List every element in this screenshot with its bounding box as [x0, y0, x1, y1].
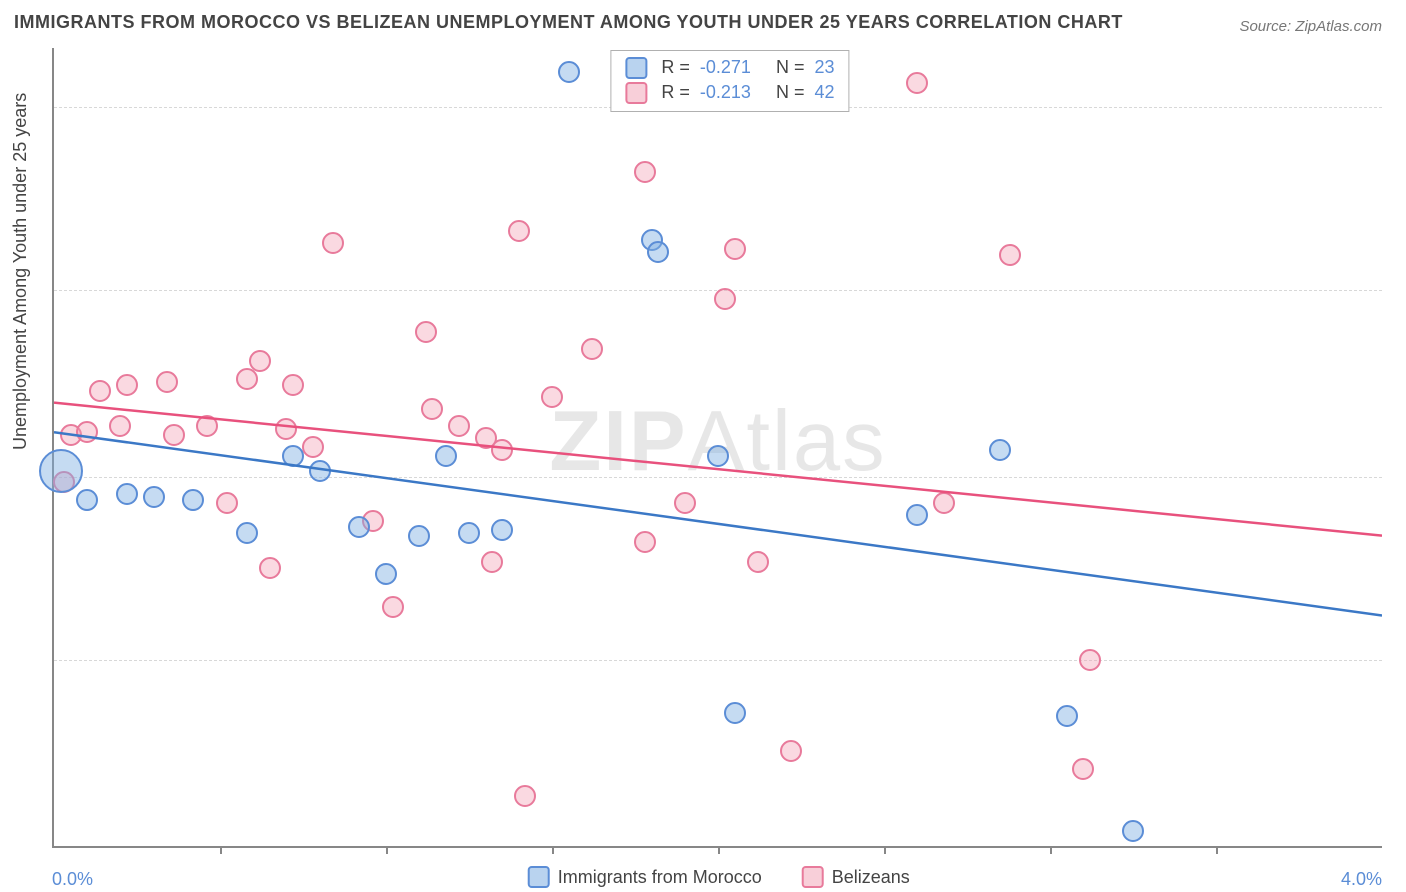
- scatter-point: [1122, 820, 1144, 842]
- trend-line: [54, 403, 1382, 536]
- r-label: R =: [661, 55, 690, 80]
- scatter-point: [906, 504, 928, 526]
- legend-item: Immigrants from Morocco: [528, 866, 762, 888]
- scatter-point: [1056, 705, 1078, 727]
- gridline: [54, 477, 1382, 478]
- scatter-point: [143, 486, 165, 508]
- scatter-point: [647, 241, 669, 263]
- x-tick: [884, 846, 886, 854]
- scatter-point: [724, 702, 746, 724]
- n-label: N =: [776, 80, 805, 105]
- scatter-point: [933, 492, 955, 514]
- r-label: R =: [661, 80, 690, 105]
- swatch-blue-icon: [625, 57, 647, 79]
- scatter-point: [275, 418, 297, 440]
- watermark-bold: ZIP: [549, 394, 687, 489]
- scatter-point: [1072, 758, 1094, 780]
- scatter-point: [76, 421, 98, 443]
- legend-label: Immigrants from Morocco: [558, 867, 762, 888]
- scatter-point: [581, 338, 603, 360]
- scatter-point: [196, 415, 218, 437]
- scatter-point: [236, 522, 258, 544]
- chart-container: IMMIGRANTS FROM MOROCCO VS BELIZEAN UNEM…: [0, 0, 1406, 892]
- scatter-point: [674, 492, 696, 514]
- scatter-point: [707, 445, 729, 467]
- scatter-point: [249, 350, 271, 372]
- gridline: [54, 660, 1382, 661]
- swatch-pink-icon: [802, 866, 824, 888]
- x-axis-max-label: 4.0%: [1341, 869, 1382, 890]
- r-value: -0.213: [700, 80, 751, 105]
- n-value: 42: [814, 80, 834, 105]
- watermark-light: Atlas: [688, 394, 887, 489]
- scatter-point: [415, 321, 437, 343]
- scatter-point: [558, 61, 580, 83]
- scatter-point: [408, 525, 430, 547]
- legend-stats-row: R = -0.271 N = 23: [625, 55, 834, 80]
- scatter-point: [89, 380, 111, 402]
- legend-stats-row: R = -0.213 N = 42: [625, 80, 834, 105]
- scatter-point: [39, 449, 83, 493]
- scatter-point: [76, 489, 98, 511]
- swatch-blue-icon: [528, 866, 550, 888]
- scatter-point: [1079, 649, 1101, 671]
- scatter-point: [375, 563, 397, 585]
- scatter-point: [780, 740, 802, 762]
- n-value: 23: [814, 55, 834, 80]
- scatter-point: [348, 516, 370, 538]
- source-label: Source: ZipAtlas.com: [1239, 18, 1382, 35]
- scatter-point: [634, 531, 656, 553]
- scatter-point: [541, 386, 563, 408]
- scatter-point: [634, 161, 656, 183]
- x-tick: [386, 846, 388, 854]
- x-tick: [718, 846, 720, 854]
- scatter-point: [116, 483, 138, 505]
- bottom-legend: Immigrants from Morocco Belizeans: [522, 864, 916, 890]
- scatter-point: [508, 220, 530, 242]
- r-value: -0.271: [700, 55, 751, 80]
- scatter-point: [906, 72, 928, 94]
- x-tick: [1050, 846, 1052, 854]
- swatch-pink-icon: [625, 82, 647, 104]
- scatter-point: [448, 415, 470, 437]
- legend-item: Belizeans: [802, 866, 910, 888]
- scatter-point: [309, 460, 331, 482]
- scatter-point: [491, 519, 513, 541]
- scatter-point: [259, 557, 281, 579]
- scatter-point: [163, 424, 185, 446]
- scatter-point: [156, 371, 178, 393]
- scatter-point: [382, 596, 404, 618]
- scatter-point: [714, 288, 736, 310]
- scatter-point: [747, 551, 769, 573]
- scatter-point: [435, 445, 457, 467]
- scatter-point: [481, 551, 503, 573]
- scatter-point: [109, 415, 131, 437]
- scatter-point: [421, 398, 443, 420]
- x-tick: [1216, 846, 1218, 854]
- n-label: N =: [776, 55, 805, 80]
- scatter-point: [999, 244, 1021, 266]
- legend-stats-box: R = -0.271 N = 23 R = -0.213 N = 42: [610, 50, 849, 112]
- scatter-point: [514, 785, 536, 807]
- legend-label: Belizeans: [832, 867, 910, 888]
- scatter-point: [302, 436, 324, 458]
- scatter-point: [491, 439, 513, 461]
- scatter-point: [282, 445, 304, 467]
- scatter-point: [282, 374, 304, 396]
- scatter-point: [989, 439, 1011, 461]
- chart-title: IMMIGRANTS FROM MOROCCO VS BELIZEAN UNEM…: [14, 12, 1123, 33]
- scatter-point: [724, 238, 746, 260]
- plot-area: ZIPAtlas R = -0.271 N = 23 R = -0.213 N …: [52, 48, 1382, 848]
- x-tick: [552, 846, 554, 854]
- scatter-point: [182, 489, 204, 511]
- scatter-point: [216, 492, 238, 514]
- scatter-point: [458, 522, 480, 544]
- y-axis-label: Unemployment Among Youth under 25 years: [10, 93, 31, 450]
- x-tick: [220, 846, 222, 854]
- scatter-point: [236, 368, 258, 390]
- scatter-point: [116, 374, 138, 396]
- scatter-point: [322, 232, 344, 254]
- x-axis-min-label: 0.0%: [52, 869, 93, 890]
